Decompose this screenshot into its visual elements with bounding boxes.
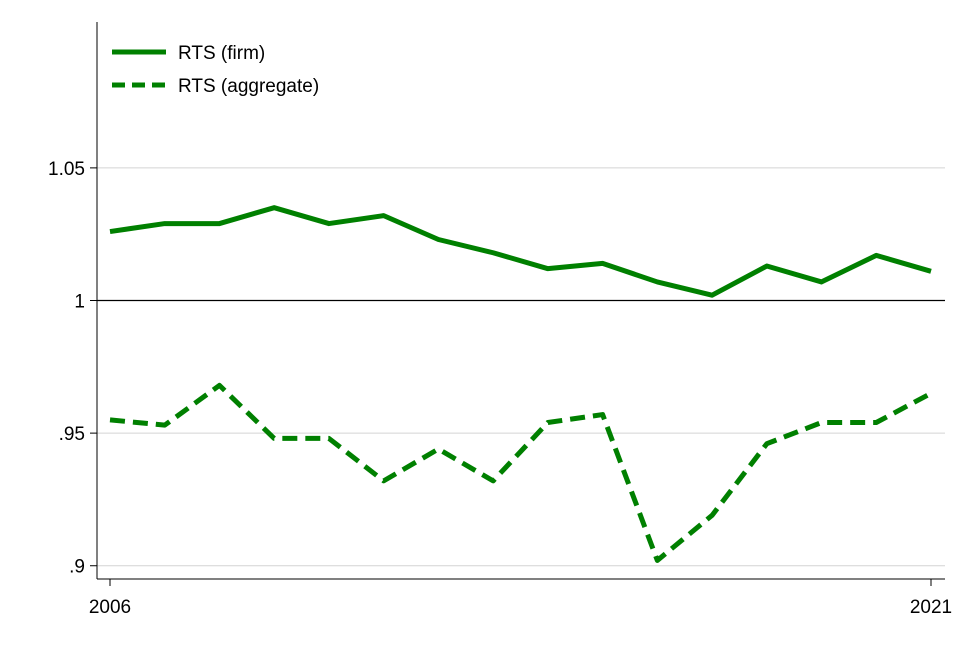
data-point-series-0	[381, 213, 386, 218]
legend-label-0: RTS (firm)	[178, 43, 265, 64]
data-point-series-1	[655, 558, 660, 563]
data-point-series-1	[326, 436, 331, 441]
data-point-series-1	[764, 441, 769, 446]
series-layer	[108, 205, 934, 563]
data-point-series-0	[600, 261, 605, 266]
data-point-series-0	[217, 221, 222, 226]
data-point-series-1	[436, 447, 441, 452]
data-point-series-1	[272, 436, 277, 441]
data-point-series-0	[929, 269, 934, 274]
y-tick-label: .9	[69, 557, 85, 578]
data-point-series-1	[381, 478, 386, 483]
data-point-series-0	[874, 253, 879, 258]
data-point-series-1	[929, 391, 934, 396]
data-point-series-0	[108, 229, 113, 234]
data-point-series-1	[710, 513, 715, 518]
data-point-series-1	[217, 383, 222, 388]
data-point-series-1	[600, 412, 605, 417]
data-point-series-1	[108, 417, 113, 422]
data-point-series-0	[655, 279, 660, 284]
gridlines	[97, 167, 945, 567]
data-point-series-0	[491, 250, 496, 255]
data-point-series-0	[272, 205, 277, 210]
data-point-series-0	[162, 221, 167, 226]
data-point-series-0	[764, 264, 769, 269]
data-point-series-0	[326, 221, 331, 226]
series-line-1	[109, 382, 933, 563]
y-tick-label: 1.05	[48, 159, 85, 180]
x-tick-label: 2021	[910, 597, 952, 618]
y-tick-label: 1	[74, 292, 85, 313]
data-point-series-0	[545, 266, 550, 271]
data-point-series-0	[436, 237, 441, 242]
series-line-0	[109, 205, 932, 298]
legend-label-1: RTS (aggregate)	[178, 76, 319, 97]
data-point-series-1	[545, 420, 550, 425]
x-tick-label: 2006	[89, 597, 131, 618]
data-point-series-1	[874, 420, 879, 425]
data-point-series-1	[819, 420, 824, 425]
data-point-series-1	[491, 478, 496, 483]
legend: RTS (firm) RTS (aggregate)	[112, 43, 319, 97]
y-tick-label: .95	[59, 424, 85, 445]
data-point-series-0	[819, 279, 824, 284]
tick-layer: .9 .95 1 1.05 2006 2021	[48, 159, 952, 618]
data-point-series-1	[162, 423, 167, 428]
data-point-series-0	[710, 293, 715, 298]
